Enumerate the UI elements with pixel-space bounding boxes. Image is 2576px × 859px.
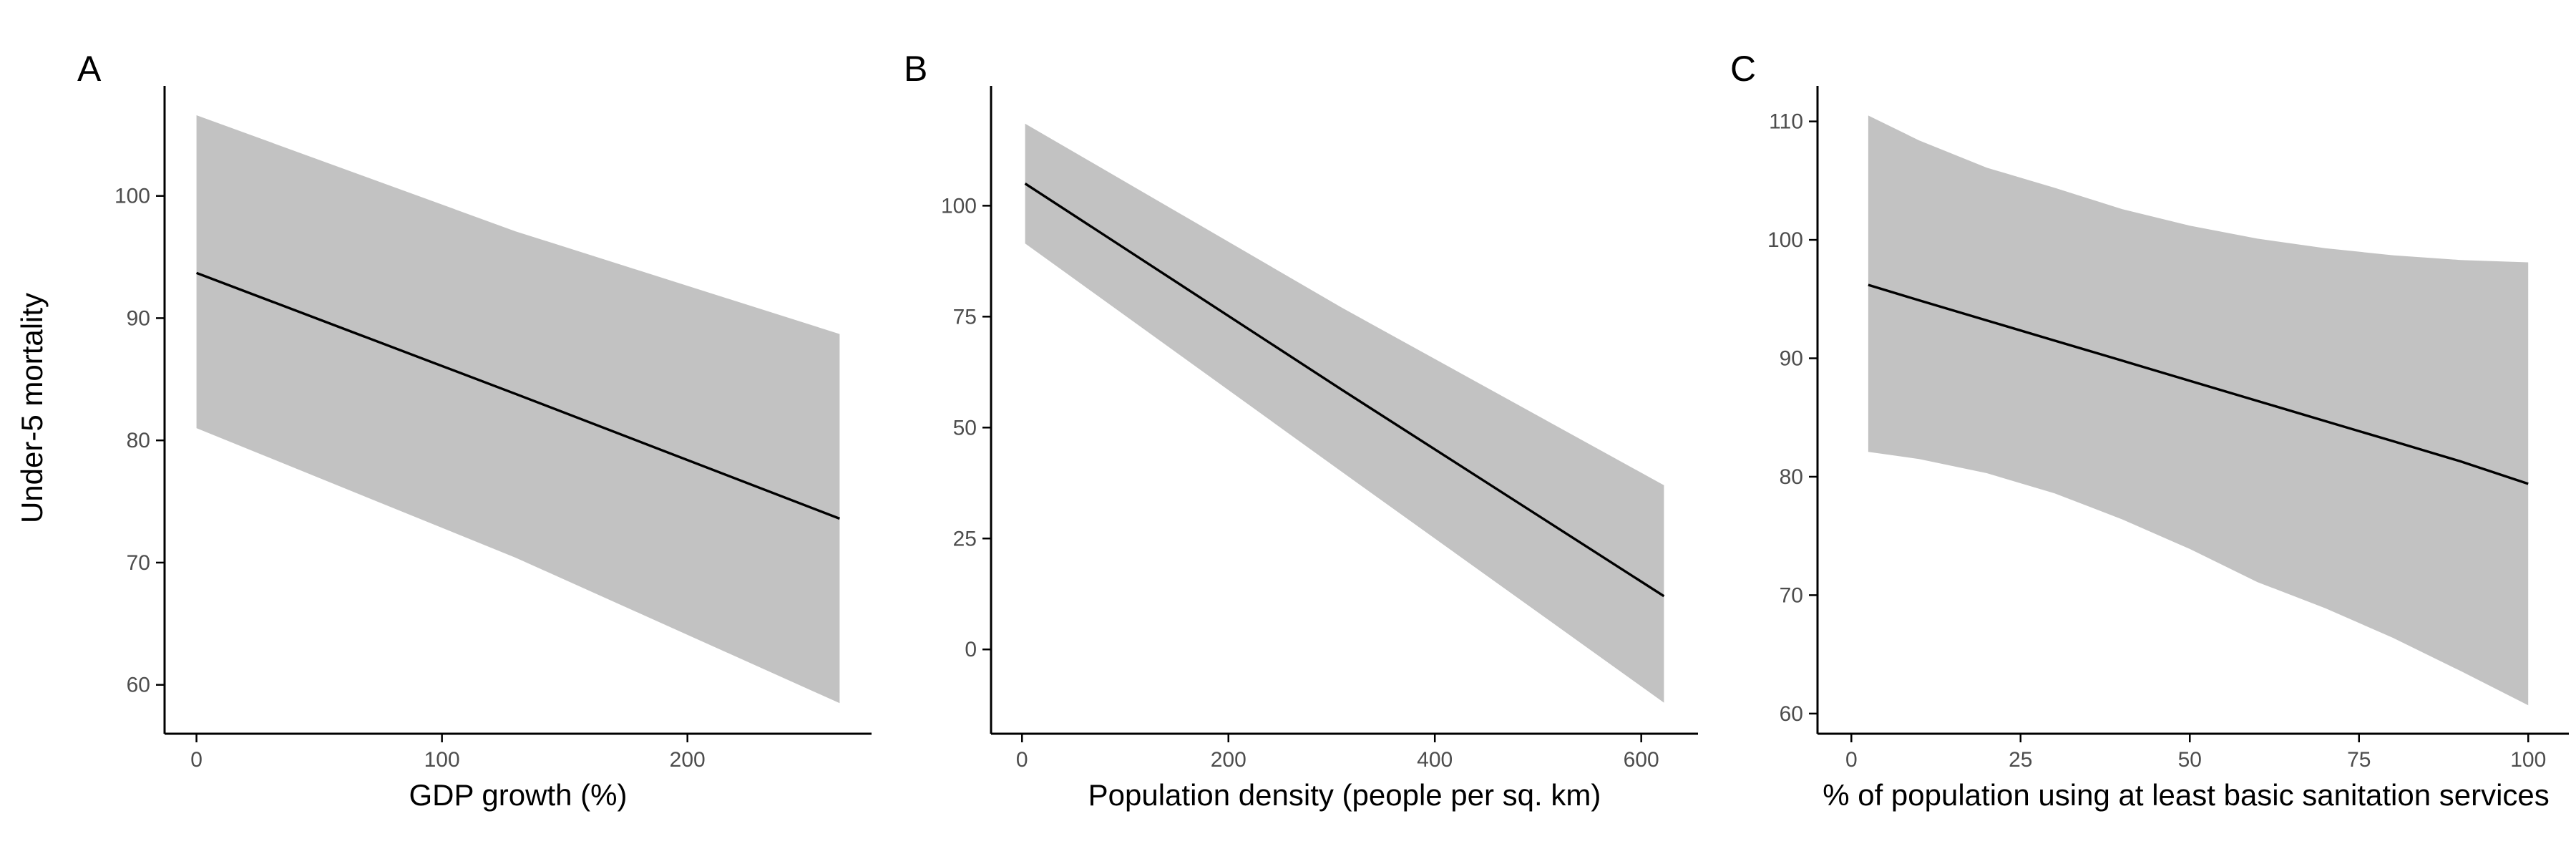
y-axis-title: Under-5 mortality: [15, 293, 49, 523]
y-tick-label: 100: [1767, 228, 1803, 252]
y-tick-label: 100: [941, 194, 977, 218]
confidence-band-a: [196, 115, 840, 704]
x-tick-label: 0: [190, 748, 203, 772]
x-tick-label: 0: [1845, 748, 1858, 772]
x-axis-title: Population density (people per sq. km): [1088, 778, 1601, 812]
y-tick-label: 70: [127, 551, 150, 575]
confidence-band-b: [1025, 123, 1664, 703]
y-tick-label: 80: [127, 429, 150, 452]
y-tick-label: 100: [114, 185, 150, 208]
x-tick-label: 25: [2009, 748, 2032, 772]
panel-label: C: [1730, 49, 1756, 89]
y-tick-label: 0: [965, 638, 977, 661]
fit-line-b: [1024, 182, 1665, 598]
y-tick-label: 90: [1780, 347, 1803, 371]
x-axis-title: GDP growth (%): [409, 778, 628, 812]
x-tick-label: 600: [1624, 748, 1659, 772]
x-tick-label: 400: [1417, 748, 1453, 772]
y-tick-label: 60: [1780, 702, 1803, 726]
confidence-band-c: [1868, 115, 2529, 706]
y-tick-label: 60: [127, 674, 150, 697]
y-tick-label: 90: [127, 306, 150, 330]
x-tick-label: 75: [2347, 748, 2371, 772]
fit-line-c: [1868, 283, 2529, 485]
x-tick-label: 100: [424, 748, 460, 772]
y-tick-label: 50: [953, 416, 977, 440]
x-axis-title: % of population using at least basic san…: [1823, 778, 2550, 812]
x-tick-label: 50: [2178, 748, 2202, 772]
x-tick-label: 200: [670, 748, 706, 772]
x-tick-label: 0: [1016, 748, 1028, 772]
y-tick-label: 110: [1769, 110, 1803, 134]
x-tick-label: 100: [2510, 748, 2546, 772]
panel-label: A: [77, 49, 102, 89]
y-tick-label: 75: [953, 305, 977, 329]
panel-label: B: [904, 49, 927, 89]
y-tick-label: 25: [953, 527, 977, 550]
y-tick-label: 80: [1780, 465, 1803, 489]
y-tick-label: 70: [1780, 583, 1803, 607]
x-tick-label: 200: [1211, 748, 1246, 772]
fit-line-a: [195, 271, 841, 520]
